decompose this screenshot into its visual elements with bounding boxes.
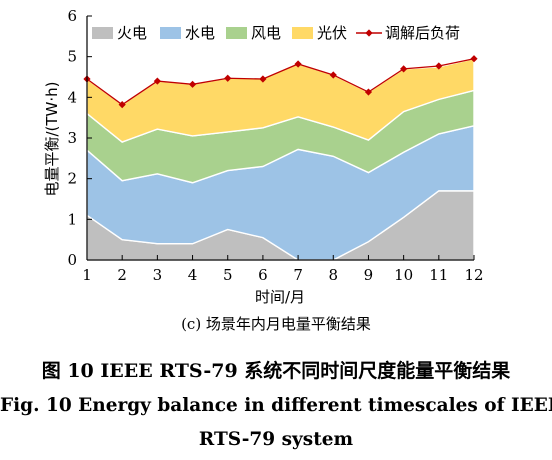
x-tick-label: 11: [429, 266, 448, 284]
x-tick-label: 12: [464, 266, 483, 284]
legend-label: 火电: [117, 24, 147, 42]
x-tick-label: 4: [188, 266, 198, 284]
load-point: [153, 77, 161, 85]
load-point: [294, 60, 302, 68]
load-point: [400, 65, 408, 73]
legend-swatch: [226, 27, 247, 39]
stacked-areas: [86, 57, 475, 261]
legend-label: 风电: [251, 24, 281, 42]
load-point: [470, 55, 478, 63]
load-point: [118, 101, 126, 109]
y-tick-label: 4: [67, 88, 77, 106]
load-line: [86, 58, 475, 106]
legend: 火电 水电 风电 光伏 调解后负荷: [92, 24, 460, 42]
legend-label: 调解后负荷: [385, 24, 460, 42]
axes: [86, 15, 475, 261]
x-tick-label: 8: [328, 266, 338, 284]
load-point: [188, 80, 197, 88]
legend-swatch: [92, 27, 113, 39]
figure-title-english-line2: RTS-79 system: [198, 429, 354, 450]
x-tick-label: 1: [82, 266, 92, 284]
y-axis-label: 电量平衡/(TW·h): [43, 81, 61, 196]
figure-title-chinese: 图 10 IEEE RTS-79 系统不同时间尺度能量平衡结果: [41, 360, 511, 382]
x-axis-label: 时间/月: [255, 288, 305, 306]
y-tick-label: 5: [67, 48, 77, 66]
x-tick-label: 6: [258, 266, 268, 284]
legend-marker: [365, 29, 373, 37]
subfigure-caption: (c) 场景年内月电量平衡结果: [181, 315, 371, 333]
y-tick-label: 1: [67, 210, 77, 228]
load-point: [435, 62, 443, 70]
load-point: [259, 75, 267, 83]
load-point: [224, 74, 232, 82]
legend-label: 光伏: [317, 24, 347, 42]
load-line-layer: [83, 55, 478, 109]
y-tick-label: 3: [67, 129, 77, 147]
legend-label: 水电: [185, 24, 215, 42]
x-tick-label: 3: [153, 266, 163, 284]
y-tick-label: 0: [67, 251, 77, 269]
figure-title-english-line1: Fig. 10 Energy balance in different time…: [0, 395, 552, 416]
x-tick-label: 9: [364, 266, 374, 284]
x-tick-label: 10: [394, 266, 413, 284]
x-tick-label: 5: [223, 266, 233, 284]
load-point: [329, 71, 337, 79]
legend-swatch: [160, 27, 181, 39]
y-tick-label: 2: [67, 170, 77, 188]
legend-swatch: [292, 27, 313, 39]
load-point: [364, 88, 373, 96]
y-tick-label: 6: [67, 7, 77, 25]
x-tick-label: 2: [117, 266, 127, 284]
x-tick-label: 7: [293, 266, 303, 284]
